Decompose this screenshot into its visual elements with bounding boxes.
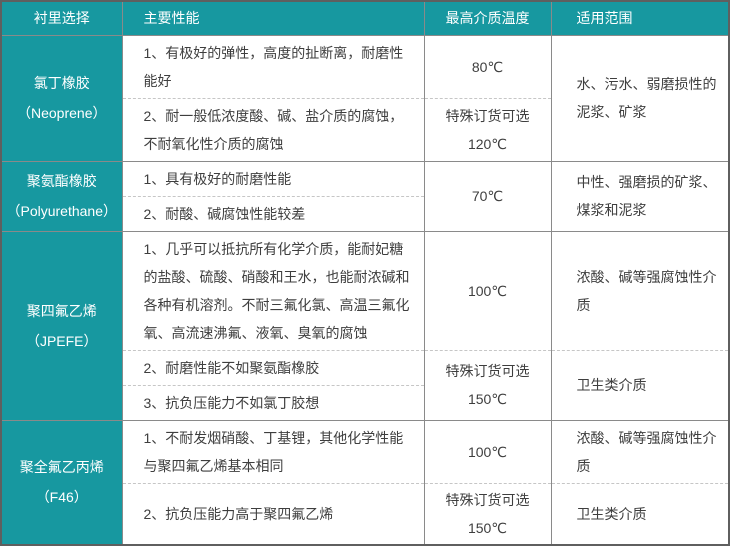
range-cell: 中性、强磨损的矿浆、煤浆和泥浆 (550, 160, 728, 231)
material-name-en: （JPEFE） (25, 332, 98, 349)
performance-cell: 1、几乎可以抵抗所有化学介质，能耐妃糖的盐酸、硫酸、硝酸和王水，也能耐浓碱和各种… (121, 230, 424, 350)
range-cell: 卫生类介质 (550, 349, 728, 420)
material-name-en: （F46） (35, 489, 88, 506)
range-cell: 浓酸、碱等强腐蚀性介质 (550, 419, 728, 483)
header-lining-selection: 衬里选择 (2, 2, 122, 35)
performance-cell: 2、耐磨性能不如聚氨酯橡胶 (121, 349, 424, 385)
material-name: 聚四氟乙烯 (26, 302, 97, 319)
table-row: 聚四氟乙烯 （JPEFE） 1、几乎可以抵抗所有化学介质，能耐妃糖的盐酸、硫酸、… (2, 230, 728, 420)
material-cell-polyurethane: 聚氨酯橡胶 （Polyurethane） (2, 160, 122, 231)
temperature-cell: 特殊订货可选 120℃ (423, 97, 551, 161)
material-name: 聚氨酯橡胶 (26, 173, 97, 189)
performance-cell: 2、抗负压能力高于聚四氟乙烯 (121, 482, 424, 544)
performance-cell: 3、抗负压能力不如氯丁胶想 (121, 384, 424, 420)
performance-cell: 2、耐酸、碱腐蚀性能较差 (121, 195, 424, 231)
table-row: 聚氨酯橡胶 （Polyurethane） 1、具有极好的耐磨性能 70℃ 中性、… (2, 160, 728, 231)
temperature-cell: 特殊订货可选 150℃ (423, 349, 551, 420)
material-cell-f46: 聚全氟乙丙烯 （F46） (2, 419, 122, 544)
material-name-en: （Neoprene） (17, 105, 107, 121)
header-max-medium-temperature: 最高介质温度 (423, 2, 551, 35)
temperature-cell: 70℃ (423, 160, 551, 231)
performance-cell: 2、耐一般低浓度酸、碱、盐介质的腐蚀，不耐氧化性介质的腐蚀 (121, 97, 424, 161)
table-header-row: 衬里选择 主要性能 最高介质温度 适用范围 (2, 2, 728, 35)
header-main-performance: 主要性能 (121, 2, 424, 35)
performance-cell: 1、不耐发烟硝酸、丁基锂，其他化学性能与聚四氟乙烯基本相同 (121, 419, 424, 483)
temperature-cell: 特殊订货可选 150℃ (423, 482, 551, 544)
table-row: 聚全氟乙丙烯 （F46） 1、不耐发烟硝酸、丁基锂，其他化学性能与聚四氟乙烯基本… (2, 419, 728, 544)
table-row: 2、耐磨性能不如聚氨酯橡胶 特殊订货可选 150℃ 卫生类介质 (2, 349, 728, 420)
temperature-cell: 80℃ (423, 34, 551, 98)
material-name-en: （Polyurethane） (6, 203, 117, 219)
performance-cell: 1、有极好的弹性，高度的扯断离，耐磨性能好 (121, 34, 424, 98)
range-cell: 卫生类介质 (550, 482, 728, 544)
header-applicable-range: 适用范围 (550, 2, 728, 35)
table-row: 2、耐一般低浓度酸、碱、盐介质的腐蚀，不耐氧化性介质的腐蚀 特殊订货可选 120… (2, 97, 728, 161)
material-cell-ptfe: 聚四氟乙烯 （JPEFE） (2, 230, 122, 420)
range-cell: 水、污水、弱磨损性的泥浆、矿浆 (550, 34, 728, 161)
table-row: 3、抗负压能力不如氯丁胶想 (2, 384, 728, 420)
temperature-cell: 100℃ (423, 419, 551, 483)
table-row: 2、耐酸、碱腐蚀性能较差 (2, 195, 728, 231)
performance-cell: 1、具有极好的耐磨性能 (121, 160, 424, 196)
material-name: 聚全氟乙丙烯 (19, 459, 104, 476)
material-name: 氯丁橡胶 (33, 75, 90, 91)
table-row: 氯丁橡胶 （Neoprene） 1、有极好的弹性，高度的扯断离，耐磨性能好 80… (2, 34, 728, 161)
temperature-cell: 100℃ (423, 230, 551, 350)
material-cell-neoprene: 氯丁橡胶 （Neoprene） (2, 34, 122, 161)
range-cell: 浓酸、碱等强腐蚀性介质 (550, 230, 728, 350)
